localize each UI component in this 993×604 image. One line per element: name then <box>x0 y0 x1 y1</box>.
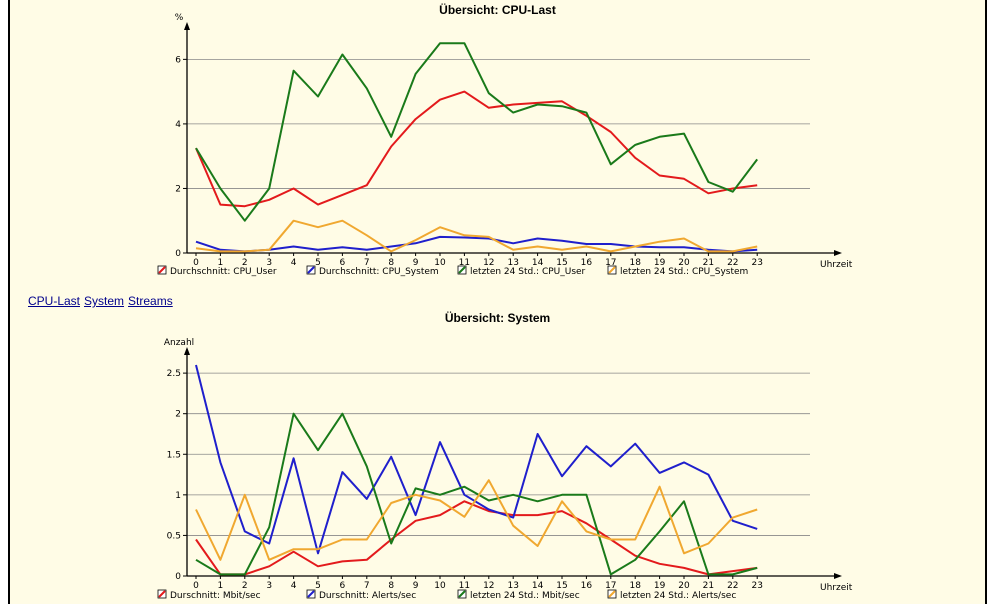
x-tick-label: 13 <box>507 258 518 268</box>
x-tick-label: 3 <box>266 581 272 591</box>
legend-swatch-line <box>307 266 315 274</box>
y-tick-label: 0 <box>175 572 181 582</box>
x-tick-label: 21 <box>703 581 714 591</box>
x-tick-label: 13 <box>507 581 518 591</box>
x-tick-label: 15 <box>556 581 567 591</box>
y-axis-arrow <box>184 22 190 30</box>
system-chart-title: Übersicht: System <box>444 311 551 325</box>
legend-label: Durchschnitt: CPU_User <box>170 267 277 277</box>
legend-label: Durschnitt: Alerts/sec <box>319 591 416 601</box>
y-axis-label: % <box>175 13 184 23</box>
y-tick-label: 1.5 <box>167 450 181 460</box>
y-tick-label: 0 <box>175 249 181 259</box>
x-tick-label: 11 <box>459 258 470 268</box>
series-line-4 <box>195 479 758 561</box>
x-tick-label: 1 <box>218 581 224 591</box>
link-streams[interactable]: Streams <box>128 294 173 308</box>
x-axis-arrow <box>834 250 842 256</box>
link-cpu-last[interactable]: CPU-Last <box>28 294 81 308</box>
legend-label: letzten 24 Std.: Mbit/sec <box>470 591 580 601</box>
x-tick-label: 5 <box>315 258 321 268</box>
x-tick-label: 20 <box>678 258 690 268</box>
x-tick-label: 2 <box>242 581 248 591</box>
x-tick-label: 0 <box>193 581 199 591</box>
x-axis-label: Uhrzeit <box>820 260 853 270</box>
x-tick-label: 23 <box>751 581 762 591</box>
y-tick-label: 0.5 <box>167 531 181 541</box>
series-line-2 <box>195 235 758 253</box>
legend-swatch-line <box>307 590 315 598</box>
y-tick-label: 1 <box>175 491 181 501</box>
legend-swatch-line <box>158 590 166 598</box>
series-line-3 <box>195 42 758 222</box>
x-tick-label: 0 <box>193 258 199 268</box>
x-tick-label: 21 <box>703 258 714 268</box>
legend-swatch-line <box>608 590 616 598</box>
series-line-4 <box>195 219 758 253</box>
x-tick-label: 22 <box>727 581 738 591</box>
y-tick-label: 2.5 <box>167 369 181 379</box>
x-tick-label: 9 <box>413 258 419 268</box>
series-line-3 <box>195 412 758 576</box>
cpu-chart-title: Übersicht: CPU-Last <box>439 3 556 17</box>
x-tick-label: 9 <box>413 581 419 591</box>
x-tick-label: 12 <box>483 581 494 591</box>
legend-swatch-line <box>458 590 466 598</box>
x-tick-label: 15 <box>556 258 567 268</box>
x-tick-label: 17 <box>605 258 616 268</box>
series-line-2 <box>195 364 758 555</box>
x-tick-label: 4 <box>291 581 297 591</box>
x-tick-label: 16 <box>581 258 593 268</box>
legend-swatch-line <box>458 266 466 274</box>
x-axis-arrow <box>834 573 842 579</box>
x-tick-label: 14 <box>532 258 544 268</box>
x-tick-label: 6 <box>340 258 346 268</box>
x-tick-label: 17 <box>605 581 616 591</box>
page-frame: Übersicht: CPU-Last 0 2 4 6% Uhrzeit 0 1 2 3 4 5 6 7… <box>8 0 987 604</box>
legend-label: letzten 24 Std.: CPU_System <box>620 267 748 277</box>
x-tick-label: 20 <box>678 581 690 591</box>
link-system[interactable]: System <box>84 294 125 308</box>
x-tick-label: 23 <box>751 258 762 268</box>
x-axis-label: Uhrzeit <box>820 583 853 593</box>
x-tick-label: 3 <box>266 258 272 268</box>
y-tick-label: 2 <box>175 184 181 194</box>
x-tick-label: 11 <box>459 581 470 591</box>
x-tick-label: 10 <box>434 258 446 268</box>
x-tick-label: 1 <box>218 258 224 268</box>
y-axis-arrow <box>184 347 190 355</box>
x-tick-label: 10 <box>434 581 446 591</box>
legend-swatch-line <box>608 266 616 274</box>
x-tick-label: 8 <box>388 581 394 591</box>
nav-links: CPU-Last System Streams <box>28 294 177 308</box>
x-tick-label: 22 <box>727 258 738 268</box>
y-tick-label: 6 <box>175 55 181 65</box>
y-axis-label: Anzahl <box>164 338 194 348</box>
x-tick-label: 14 <box>532 581 544 591</box>
x-tick-label: 6 <box>340 581 346 591</box>
x-tick-label: 8 <box>388 258 394 268</box>
x-tick-label: 7 <box>364 258 370 268</box>
x-tick-label: 2 <box>242 258 248 268</box>
legend-label: Durchschnitt: CPU_System <box>319 267 439 277</box>
x-tick-label: 5 <box>315 581 321 591</box>
x-tick-label: 4 <box>291 258 297 268</box>
series-line-1 <box>195 90 758 208</box>
x-tick-label: 19 <box>654 581 666 591</box>
y-tick-label: 2 <box>175 410 181 420</box>
x-tick-label: 7 <box>364 581 370 591</box>
x-tick-label: 16 <box>581 581 593 591</box>
legend-label: letzten 24 Std.: CPU_User <box>470 267 586 277</box>
series-line-1 <box>195 500 758 576</box>
x-tick-label: 12 <box>483 258 494 268</box>
legend-label: letzten 24 Std.: Alerts/sec <box>620 591 736 601</box>
y-tick-label: 4 <box>175 120 181 130</box>
x-tick-label: 18 <box>629 258 641 268</box>
legend-swatch-line <box>158 266 166 274</box>
x-tick-label: 19 <box>654 258 666 268</box>
x-tick-label: 18 <box>629 581 641 591</box>
legend-label: Durschnitt: Mbit/sec <box>170 591 261 601</box>
